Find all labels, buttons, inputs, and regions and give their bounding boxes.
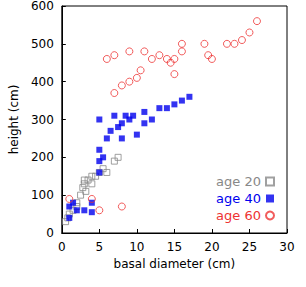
svg-text:age 60: age 60 (216, 208, 261, 223)
svg-text:15: 15 (167, 240, 182, 254)
svg-text:300: 300 (31, 113, 54, 127)
svg-text:0: 0 (58, 240, 66, 254)
svg-text:25: 25 (242, 240, 257, 254)
svg-text:age 20: age 20 (216, 174, 261, 189)
svg-text:30: 30 (279, 240, 294, 254)
svg-text:600: 600 (31, 0, 54, 13)
svg-text:age 40: age 40 (216, 191, 261, 206)
svg-text:200: 200 (31, 150, 54, 164)
svg-text:10: 10 (129, 240, 144, 254)
svg-text:basal diameter (cm): basal diameter (cm) (114, 257, 236, 271)
svg-text:height (cm): height (cm) (7, 85, 21, 155)
svg-text:100: 100 (31, 188, 54, 202)
svg-text:400: 400 (31, 75, 54, 89)
svg-text:0: 0 (46, 226, 54, 240)
svg-text:20: 20 (204, 240, 219, 254)
svg-text:500: 500 (31, 37, 54, 51)
svg-text:5: 5 (96, 240, 104, 254)
